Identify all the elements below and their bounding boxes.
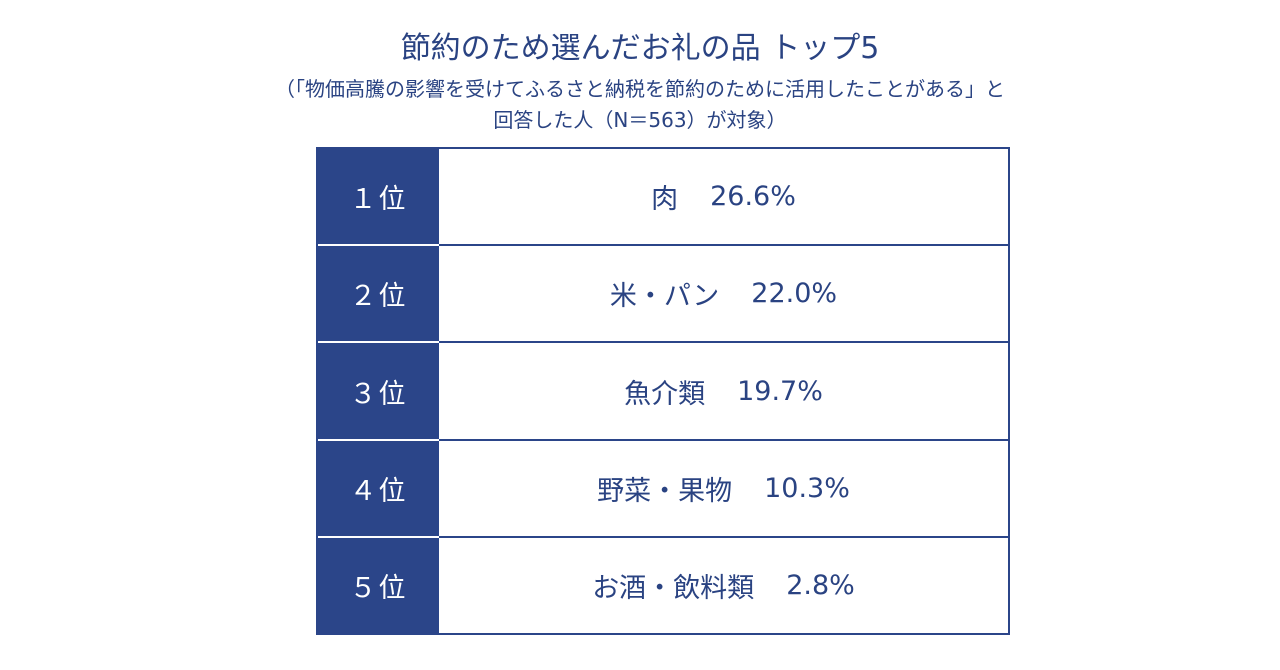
table-row: ４位 野菜・果物 10.3% (318, 440, 1008, 538)
item-cell: 肉 26.6% (439, 149, 1008, 244)
item-name: 米・パン (609, 281, 720, 313)
table-row: ５位 お酒・飲料類 2.8% (318, 537, 1008, 634)
item-name: 野菜・果物 (597, 475, 733, 507)
chart-subtitle: （「物価高騰の影響を受けてふるさと納税を節約のために活用したことがある」と 回答… (0, 74, 1280, 136)
item-percent: 26.6% (710, 181, 796, 213)
rank-cell: ２位 (318, 246, 439, 344)
item-percent: 19.7% (737, 375, 823, 407)
item-name: 魚介類 (624, 378, 706, 410)
item-cell: 野菜・果物 10.3% (439, 441, 1008, 536)
chart-subtitle-line-1: （「物価高騰の影響を受けてふるさと納税を節約のために活用したことがある」と (275, 77, 1005, 101)
item-percent: 10.3% (764, 472, 850, 504)
ranking-table: １位 肉 26.6% ２位 米・パン 22.0% ３位 魚介類 19.7% ４位 野菜… (316, 147, 1010, 635)
rank-cell: １位 (318, 149, 439, 247)
item-cell: 米・パン 22.0% (439, 246, 1008, 341)
item-percent: 22.0% (751, 278, 838, 310)
item-percent: 2.8% (786, 569, 855, 601)
item-cell: お酒・飲料類 2.8% (439, 538, 1008, 633)
chart-title: 節約のため選んだお礼の品 トップ5 (400, 31, 880, 66)
item-name: 肉 (651, 184, 679, 216)
chart-subtitle-line-2: 回答した人（N＝563）が対象） (493, 108, 787, 132)
rank-cell: ４位 (318, 440, 439, 538)
chart-header: 節約のため選んだお礼の品 トップ5 （「物価高騰の影響を受けてふるさと納税を節約… (0, 28, 1280, 136)
table-row: １位 肉 26.6% (318, 149, 1008, 247)
rank-cell: ３位 (318, 343, 439, 441)
table-row: ２位 米・パン 22.0% (318, 246, 1008, 344)
item-cell: 魚介類 19.7% (439, 343, 1008, 438)
rank-cell: ５位 (318, 537, 439, 634)
item-name: お酒・飲料類 (592, 572, 755, 604)
table-row: ３位 魚介類 19.7% (318, 343, 1008, 441)
